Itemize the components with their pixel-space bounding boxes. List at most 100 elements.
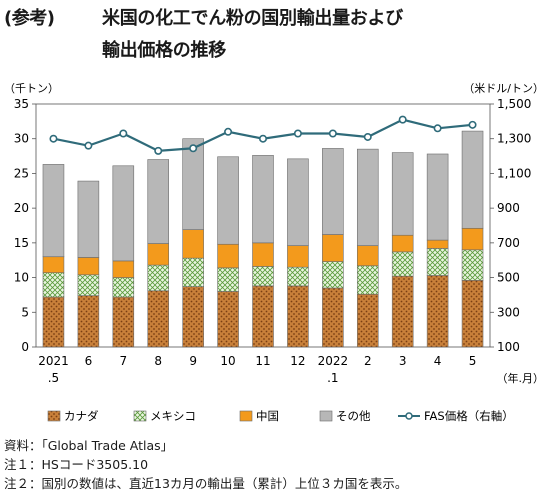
bar-その他-12 (461, 130, 484, 229)
legend-label-2: 中国 (256, 409, 279, 423)
point-fas-9 (363, 132, 372, 141)
legend-swatch-0 (47, 410, 61, 422)
bar-中国-12 (461, 227, 484, 251)
bar-メキシコ-9 (356, 265, 379, 295)
point-fas-0 (49, 134, 58, 143)
bar-中国-4 (182, 229, 204, 259)
ylabel-right: （米ドル/トン） (463, 82, 544, 95)
point-fas-3 (154, 146, 163, 155)
point-fas-10 (398, 115, 407, 124)
bar-カナダ-4 (182, 286, 204, 348)
xlabel-unit: （年.月） (497, 371, 545, 385)
bar-カナダ-11 (426, 275, 449, 348)
bar-メキシコ-5 (217, 267, 239, 292)
bar-中国-0 (42, 256, 65, 274)
right-tick-label: 1,500 (497, 97, 531, 111)
bar-メキシコ-4 (182, 257, 204, 287)
x-tick-label: 4 (434, 354, 442, 368)
right-tick-label: 300 (497, 305, 520, 319)
bar-メキシコ-11 (426, 248, 449, 276)
x-tick-label: .5 (48, 371, 59, 385)
bar-メキシコ-12 (461, 249, 484, 281)
bar-メキシコ-1 (77, 274, 100, 296)
bar-メキシコ-6 (252, 266, 274, 287)
chart-title-line1: 米国の化工でん粉の国別輸出量および (102, 8, 403, 29)
left-tick-label: 35 (14, 97, 29, 111)
bar-カナダ-1 (77, 295, 100, 348)
bar-メキシコ-0 (42, 272, 65, 298)
bar-その他-0 (42, 164, 65, 258)
legend-label-1: メキシコ (150, 409, 196, 423)
bar-カナダ-8 (322, 287, 344, 348)
chart: （千トン） （米ドル/トン）051015202530351003005007009… (4, 82, 545, 423)
bar-中国-1 (77, 257, 100, 276)
bar-中国-8 (322, 234, 344, 262)
chart-title-line2: 輸出価格の推移 (102, 40, 226, 61)
bar-カナダ-9 (356, 293, 379, 348)
left-tick-label: 10 (14, 271, 29, 285)
x-tick-label: 7 (119, 354, 127, 368)
legend-swatch-2 (239, 410, 253, 422)
x-tick-label: 2022 (318, 354, 349, 368)
title-prefix: (参考) (4, 8, 55, 29)
bar-カナダ-12 (461, 280, 484, 348)
bar-カナダ-5 (217, 291, 239, 348)
bar-カナダ-0 (42, 296, 65, 348)
bar-その他-7 (287, 158, 309, 246)
bar-中国-2 (112, 260, 135, 278)
bar-メキシコ-3 (147, 264, 170, 292)
bar-中国-5 (217, 243, 239, 269)
point-fas-6 (258, 134, 267, 143)
bar-その他-5 (217, 156, 239, 245)
bar-その他-8 (322, 148, 344, 235)
note-hs-code: 注１：HSコード3505.10 (4, 457, 149, 472)
point-fas-11 (433, 124, 442, 133)
x-tick-label: .1 (327, 371, 338, 385)
bar-カナダ-7 (287, 285, 309, 348)
legend-line-marker (405, 412, 413, 420)
x-tick-label: 8 (154, 354, 162, 368)
bar-中国-9 (356, 245, 379, 267)
bar-その他-1 (77, 180, 100, 258)
legend-swatch-3 (319, 410, 333, 422)
left-tick-label: 0 (21, 340, 29, 354)
bar-メキシコ-8 (322, 261, 344, 289)
legend-label-0: カナダ (64, 409, 99, 423)
x-tick-label: 10 (220, 354, 235, 368)
point-fas-4 (189, 144, 198, 153)
right-tick-label: 1,100 (497, 166, 531, 180)
bar-その他-3 (147, 159, 170, 244)
ylabel-left: （千トン） (4, 82, 59, 95)
bar-その他-4 (182, 138, 204, 230)
note-countries: 注２：国別の数値は、直近13カ月の輸出量（累計）上位３カ国を表示。 (4, 476, 408, 491)
note-source: 資料：「Global Trade Atlas」 (4, 438, 174, 453)
bar-中国-10 (391, 234, 414, 253)
bar-メキシコ-2 (112, 277, 135, 298)
bar-カナダ-6 (252, 285, 274, 348)
x-tick-label: 5 (469, 354, 477, 368)
x-tick-label: 9 (189, 354, 197, 368)
left-tick-label: 30 (14, 132, 29, 146)
legend-swatch-1 (133, 410, 147, 422)
notes: 資料：「Global Trade Atlas」 注１：HSコード3505.10 … (4, 436, 407, 493)
point-fas-8 (328, 129, 337, 138)
left-tick-label: 20 (14, 201, 29, 215)
point-fas-12 (468, 120, 477, 129)
right-tick-label: 700 (497, 236, 520, 250)
left-tick-label: 15 (14, 236, 29, 250)
x-tick-label: 6 (85, 354, 93, 368)
right-tick-label: 900 (497, 201, 520, 215)
bar-メキシコ-10 (391, 251, 414, 277)
bar-その他-11 (426, 153, 449, 241)
x-tick-label: 12 (290, 354, 305, 368)
bar-中国-3 (147, 243, 170, 266)
right-tick-label: 100 (497, 340, 520, 354)
bar-その他-10 (391, 152, 414, 236)
bar-その他-2 (112, 165, 135, 262)
bar-カナダ-10 (391, 275, 414, 348)
bar-その他-9 (356, 148, 379, 246)
bar-中国-11 (426, 239, 449, 249)
bar-メキシコ-7 (287, 266, 309, 287)
x-tick-label: 2 (364, 354, 372, 368)
left-tick-label: 5 (21, 305, 29, 319)
